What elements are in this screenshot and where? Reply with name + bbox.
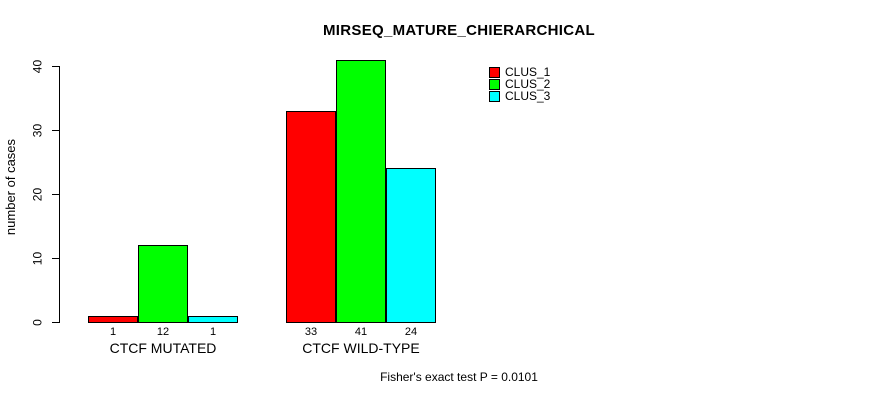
y-axis-tick [52,258,59,259]
legend-item: CLUS_2 [489,78,550,90]
bar-value-label: 12 [156,326,170,338]
bar-clus-2 [138,245,188,323]
legend-swatch-clus-1 [489,66,500,78]
bar-value-label: 33 [304,326,318,338]
legend-swatch-clus-3 [489,90,500,102]
bar-value-label: 1 [209,326,217,338]
bar-value-label: 41 [354,326,368,338]
legend-label: CLUS_1 [505,65,551,79]
y-axis-tick-label: 20 [30,187,45,202]
legend: CLUS_1 CLUS_2 CLUS_3 [489,66,550,102]
y-axis-tick-label: 10 [30,251,45,266]
y-axis-tick-label: 0 [30,319,45,326]
annotation-text: Fisher's exact test P = 0.0101 [380,370,538,384]
bar-clus-1 [286,111,336,323]
bar-value-label: 1 [109,326,117,338]
y-axis-line [59,66,60,323]
bar-clus-2 [336,60,386,323]
x-category-label: CTCF MUTATED [109,340,217,356]
legend-label: CLUS_3 [505,89,551,103]
x-category-label: CTCF WILD-TYPE [302,340,420,356]
y-axis-tick-label: 40 [30,59,45,74]
bar-clus-3 [386,168,436,323]
y-axis-tick [52,322,59,323]
bar-clus-3 [188,316,238,323]
chart-title: MIRSEQ_MATURE_CHIERARCHICAL [323,22,595,39]
bar-value-label: 24 [404,326,418,338]
legend-label: CLUS_2 [505,77,551,91]
legend-swatch-clus-2 [489,78,500,90]
y-axis-tick-label: 30 [30,123,45,138]
y-axis-tick [52,66,59,67]
bar-clus-1 [88,316,138,323]
legend-item: CLUS_1 [489,66,550,78]
y-axis-tick [52,194,59,195]
legend-item: CLUS_3 [489,90,550,102]
y-axis-tick [52,130,59,131]
y-axis-label: number of cases [3,138,18,236]
